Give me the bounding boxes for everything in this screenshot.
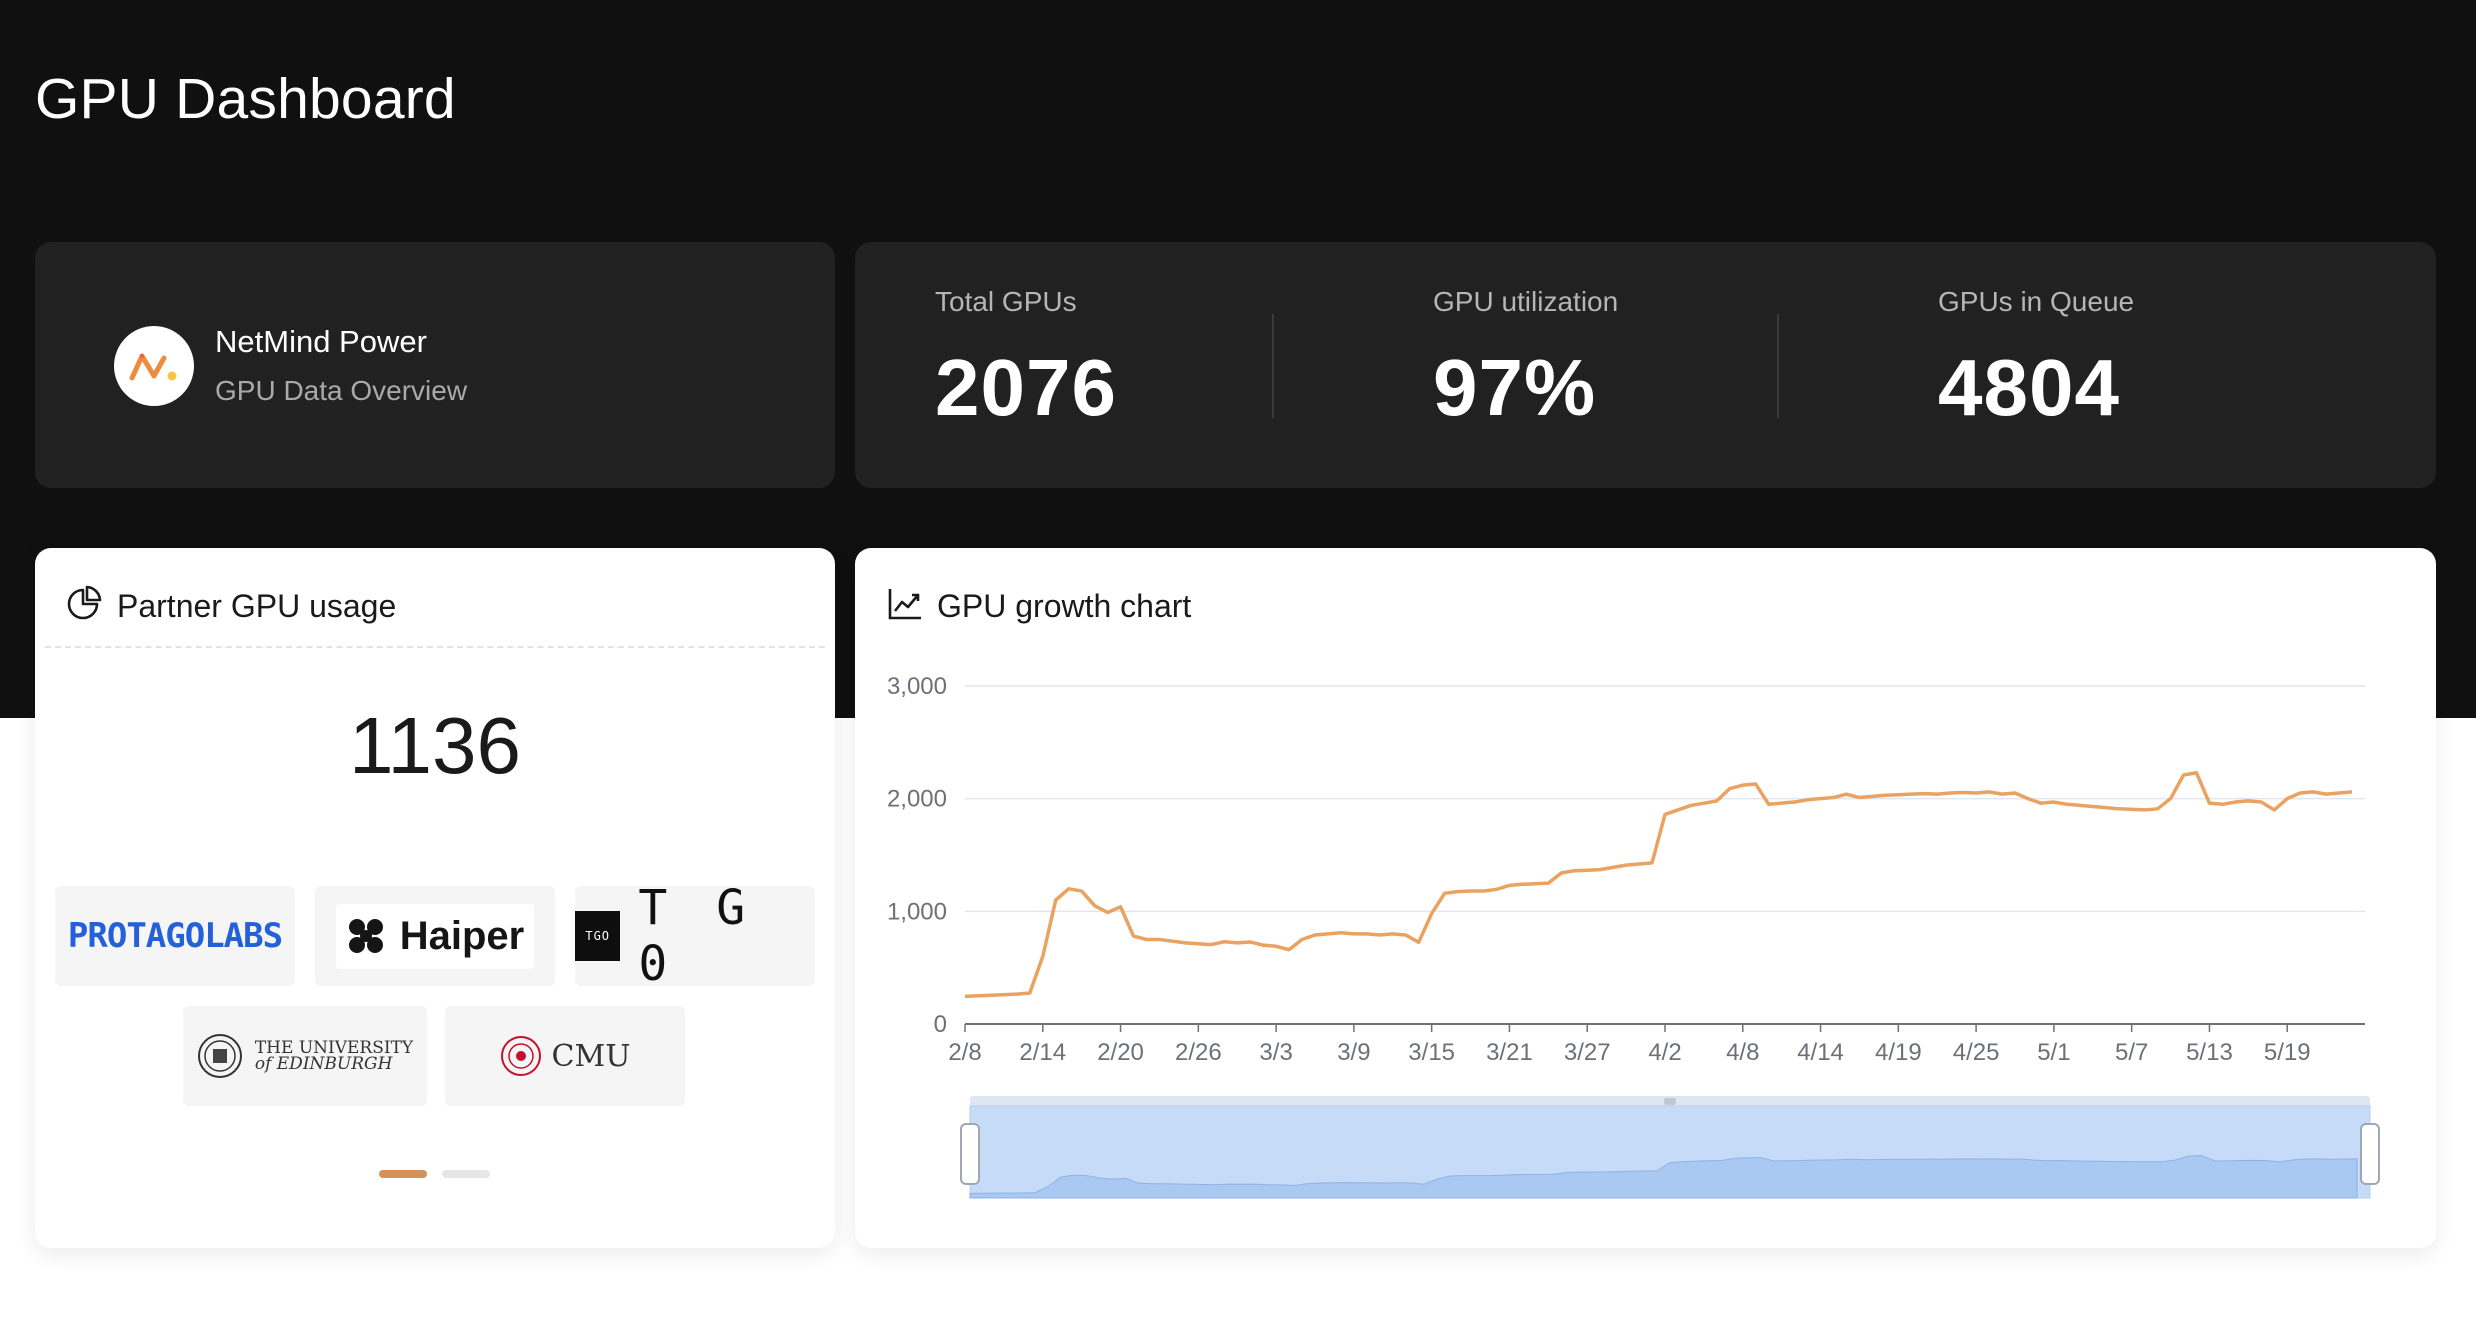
cmu-logo: CMU [500, 1035, 631, 1077]
growth-card-title: GPU growth chart [937, 587, 1192, 624]
x-tick-label: 5/13 [2186, 1039, 2233, 1066]
stat-divider [1777, 314, 1779, 418]
x-tick-label: 4/19 [1875, 1039, 1922, 1066]
zoom-handle-right[interactable] [2360, 1123, 2380, 1185]
x-tick-label: 4/8 [1726, 1039, 1759, 1066]
x-tick-label: 3/27 [1564, 1039, 1611, 1066]
zoom-drag-grip[interactable] [1664, 1098, 1676, 1105]
header-divider [45, 646, 825, 648]
gpu-growth-card: GPU growth chart 0 1,000 2,000 3,000 2/8 2/14… [855, 548, 2436, 1248]
x-tick-label: 2/14 [1019, 1039, 1066, 1066]
x-tick-label: 4/25 [1953, 1039, 2000, 1066]
zoom-preview-area [969, 1155, 2358, 1199]
stat-value: 2076 [935, 343, 1117, 432]
gpu-growth-chart[interactable]: 0 1,000 2,000 3,000 2/8 2/14 2/20 2/26 3/3 3/9 3/1… [855, 548, 2436, 1248]
protagolabs-logo-text: PROTAGOLABS [67, 916, 283, 956]
partner-logo-protagolabs[interactable]: PROTAGOLABS [55, 886, 295, 986]
x-tick-label: 4/14 [1797, 1039, 1844, 1066]
x-tick-label: 4/2 [1648, 1039, 1681, 1066]
cmu-logo-text: CMU [551, 1038, 631, 1074]
partner-logo-haiper[interactable]: Haiper [315, 886, 555, 986]
series-line [964, 771, 2353, 999]
x-tick-label: 2/8 [948, 1039, 981, 1066]
x-tick-label: 2/20 [1097, 1039, 1144, 1066]
stats-card: Total GPUs 2076 GPU utilization 97% GPUs… [855, 242, 2436, 488]
growth-card-header: GPU growth chart [887, 582, 1191, 630]
page-title: GPU Dashboard [35, 67, 456, 131]
pagination-dot[interactable] [442, 1170, 490, 1178]
edinburgh-line2: of EDINBURGH [254, 1054, 393, 1074]
tgo-box-icon: TGO [575, 911, 621, 961]
stat-label: GPU utilization [1433, 286, 1619, 317]
haiper-logo-text: Haiper [399, 913, 525, 958]
partner-card-title: Partner GPU usage [117, 587, 397, 624]
netmind-logo-icon [114, 326, 194, 406]
y-tick-label: 2,000 [887, 786, 947, 813]
stat-label: GPUs in Queue [1938, 286, 2135, 317]
haiper-icon [348, 919, 383, 953]
brand-subtitle: GPU Data Overview [215, 375, 468, 406]
edinburgh-logo: THE UNIVERSITY of EDINBURGH [197, 1033, 413, 1079]
partner-logo-edinburgh[interactable]: THE UNIVERSITY of EDINBURGH [183, 1006, 427, 1106]
brand-card: NetMind Power GPU Data Overview [35, 242, 835, 488]
partner-gpu-card: Partner GPU usage 1136 PROTAGOLABS Haipe… [35, 548, 835, 1248]
partner-gpu-total: 1136 [348, 701, 522, 790]
x-tick-label: 3/3 [1259, 1039, 1292, 1066]
x-tick-label: 3/21 [1486, 1039, 1533, 1066]
edinburgh-line1: THE UNIVERSITY [254, 1038, 414, 1058]
y-tick-label: 1,000 [887, 898, 947, 925]
stat-divider [1272, 314, 1274, 418]
partner-logo-cmu[interactable]: CMU [445, 1006, 685, 1106]
x-tick-label: 5/1 [2037, 1039, 2070, 1066]
pagination-dot-active[interactable] [379, 1170, 427, 1178]
edinburgh-logo-text: THE UNIVERSITY of EDINBURGH [254, 1038, 414, 1074]
stat-label: Total GPUs [935, 286, 1077, 317]
stat-value: 97% [1433, 343, 1597, 432]
line-chart-icon [887, 586, 923, 627]
y-tick-label: 0 [934, 1011, 947, 1038]
x-tick-label: 3/9 [1337, 1039, 1370, 1066]
x-tick-label: 2/26 [1175, 1039, 1222, 1066]
partner-logo-tgo[interactable]: TGO T G 0 [575, 886, 815, 986]
x-tick-label: 5/19 [2264, 1039, 2311, 1066]
zoom-handle-left[interactable] [960, 1123, 980, 1185]
brand-name: NetMind Power [215, 324, 427, 359]
haiper-logo: Haiper [335, 903, 535, 969]
partner-card-header: Partner GPU usage [63, 582, 396, 630]
y-tick-label: 3,000 [887, 673, 947, 700]
pie-chart-icon [63, 584, 103, 629]
cmu-seal-icon [500, 1036, 541, 1076]
edinburgh-crest-icon [197, 1034, 242, 1078]
stat-value: 4804 [1938, 343, 2120, 432]
tgo-logo: TGO T G 0 [575, 886, 815, 986]
tgo-logo-text: T G 0 [638, 886, 756, 986]
x-tick-label: 5/7 [2115, 1039, 2148, 1066]
x-tick-label: 3/15 [1408, 1039, 1455, 1066]
